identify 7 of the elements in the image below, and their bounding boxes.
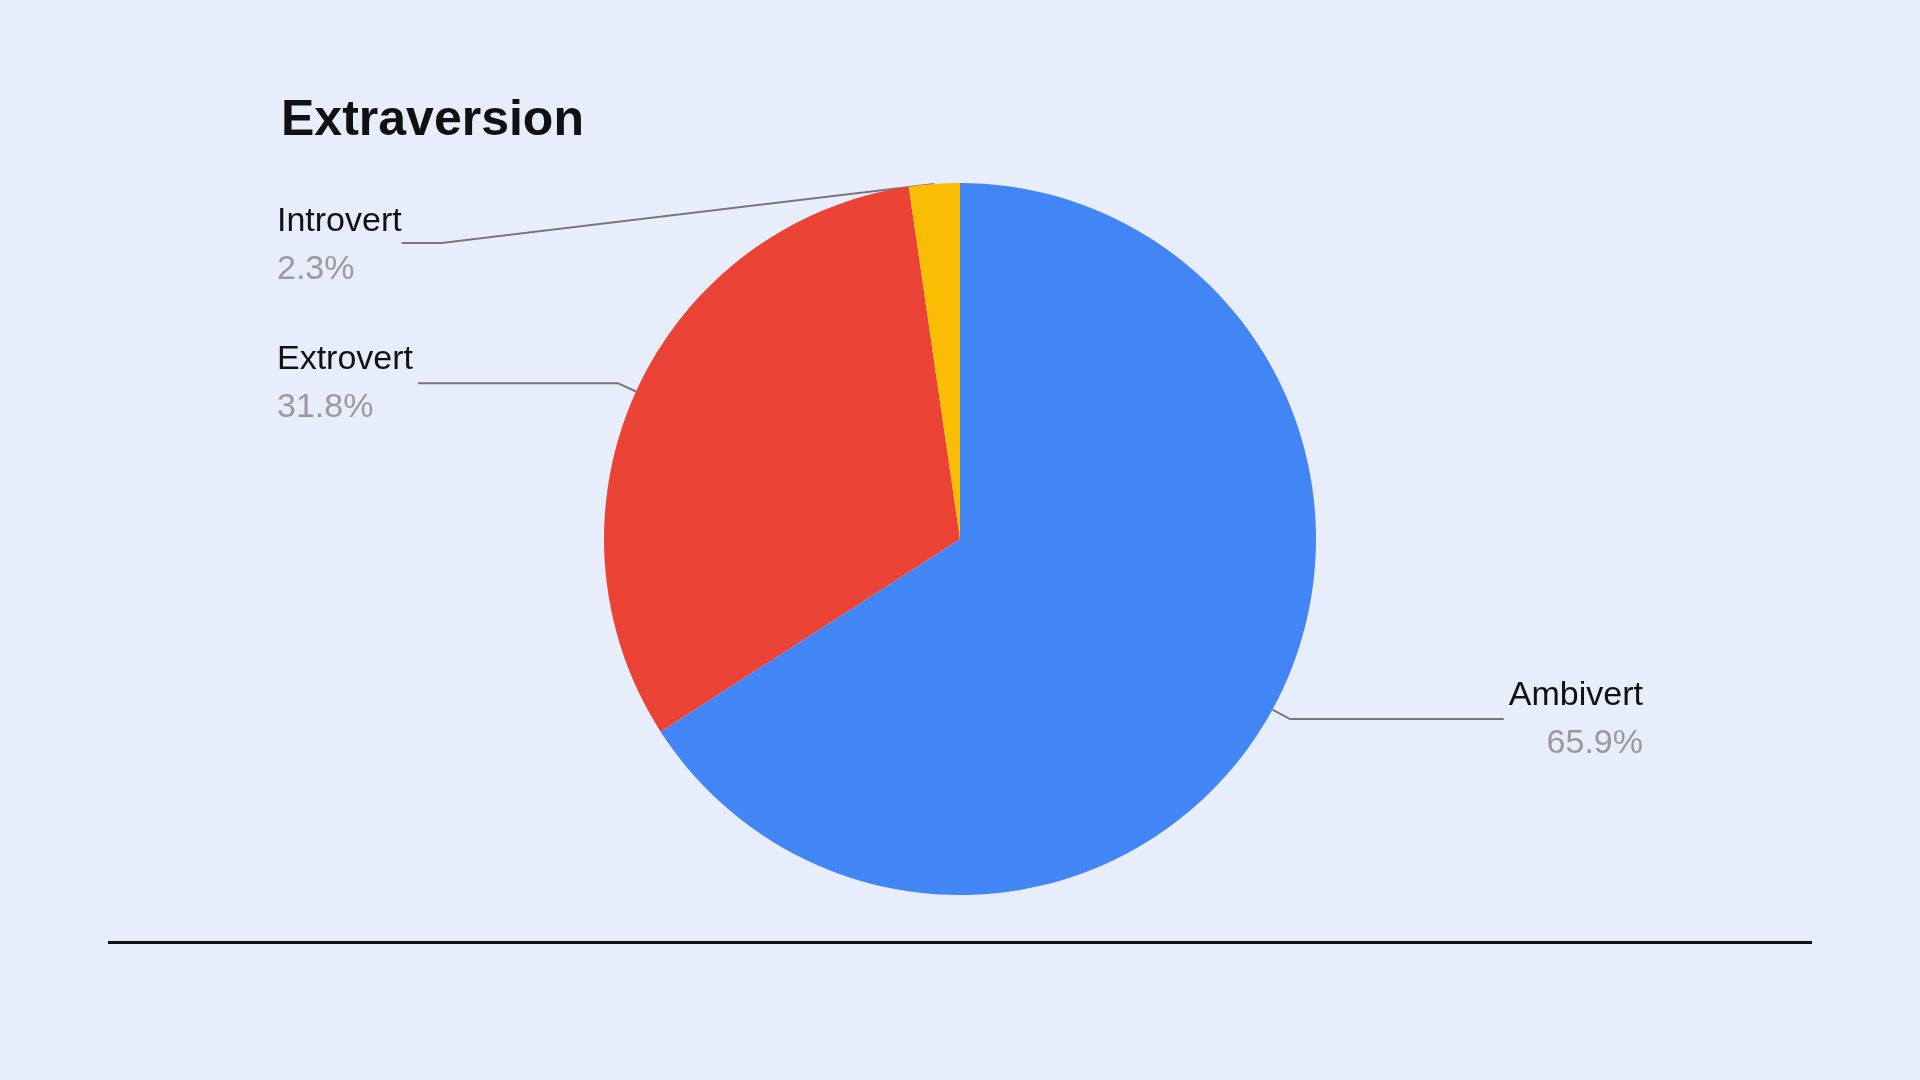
data-label: 65.9% [1546, 722, 1643, 761]
data-label: 31.8% [277, 386, 374, 425]
data-label: 2.3% [277, 248, 355, 286]
slice-label: Extrovert [277, 338, 414, 377]
chart-title: Extraversion [281, 90, 584, 146]
slice-label: Introvert [277, 200, 403, 238]
slice-label: Ambivert [1508, 674, 1644, 713]
